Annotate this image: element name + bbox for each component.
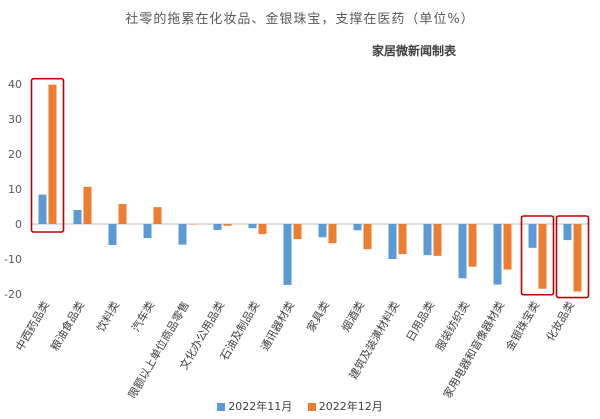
x-tick-label: 粮油食品类 xyxy=(47,299,87,354)
bar-nov xyxy=(563,224,572,241)
x-tick-label: 服装纺织类 xyxy=(432,299,472,354)
y-tick-label: -20 xyxy=(4,288,22,301)
bar-nov xyxy=(213,224,222,230)
bar-dec xyxy=(188,224,197,225)
bar-dec xyxy=(503,224,512,270)
y-tick-label: -10 xyxy=(4,253,22,266)
bar-nov xyxy=(493,224,502,285)
legend-item-nov: 2022年11月 xyxy=(217,398,292,414)
bar-dec xyxy=(223,224,232,226)
legend-label-nov: 2022年11月 xyxy=(228,400,293,413)
bar-dec xyxy=(118,204,127,224)
y-tick-label: 20 xyxy=(8,148,22,161)
legend-swatch-nov xyxy=(217,403,226,411)
x-tick-label: 金银珠宝类 xyxy=(502,299,542,354)
legend-label-dec: 2022年12月 xyxy=(318,400,383,413)
bar-dec xyxy=(573,224,582,292)
legend: 2022年11月 2022年12月 xyxy=(0,398,600,414)
bar-nov xyxy=(178,224,187,245)
bar-nov xyxy=(318,224,327,238)
bar-dec xyxy=(433,224,442,256)
bar-dec xyxy=(153,207,162,224)
bar-nov xyxy=(108,224,117,245)
highlight-box xyxy=(555,215,590,299)
bar-nov xyxy=(458,224,467,279)
x-tick-label: 饮料类 xyxy=(93,299,122,335)
bar-nov xyxy=(388,224,397,259)
x-tick-label: 日用品类 xyxy=(403,299,437,344)
highlight-box xyxy=(520,215,555,296)
bar-nov xyxy=(423,224,432,256)
x-tick-label: 中西药品类 xyxy=(12,299,52,354)
y-tick-label: 30 xyxy=(8,113,22,126)
bar-dec xyxy=(48,84,57,224)
x-tick-label: 烟酒类 xyxy=(338,299,367,335)
bar-dec xyxy=(258,224,267,235)
source-label: 家居微新闻制表 xyxy=(372,44,457,58)
bar-nov xyxy=(528,224,537,248)
bar-nov xyxy=(143,224,152,238)
bar-dec xyxy=(538,224,547,289)
y-tick-label: 0 xyxy=(15,218,22,231)
bar-dec xyxy=(293,224,302,240)
x-tick-label: 家具类 xyxy=(303,299,332,335)
bar-nov xyxy=(38,194,47,224)
bar-dec xyxy=(468,224,477,267)
bar-nov xyxy=(248,224,257,229)
bar-dec xyxy=(328,224,337,244)
bar-dec xyxy=(363,224,372,250)
x-tick-label: 家用电器和音像器材类 xyxy=(440,299,507,399)
legend-item-dec: 2022年12月 xyxy=(307,398,383,414)
bar-dec xyxy=(398,224,407,255)
chart-title: 社零的拖累在化妆品、金银珠宝，支撑在医药（单位%） xyxy=(125,12,475,27)
legend-swatch-dec xyxy=(307,403,316,411)
x-tick-label: 汽车类 xyxy=(128,299,157,335)
x-tick-label: 通讯器材类 xyxy=(257,299,297,354)
y-tick-label: 40 xyxy=(8,78,22,91)
bar-dec xyxy=(83,186,92,224)
y-tick-label: 10 xyxy=(8,183,22,196)
bar-nov xyxy=(73,210,82,224)
x-tick-label: 化妆品类 xyxy=(543,299,577,344)
x-tick-label: 限额以上单位商品零售 xyxy=(125,299,192,399)
highlight-box xyxy=(30,77,65,233)
bar-nov xyxy=(283,224,292,285)
bar-nov xyxy=(353,224,362,231)
